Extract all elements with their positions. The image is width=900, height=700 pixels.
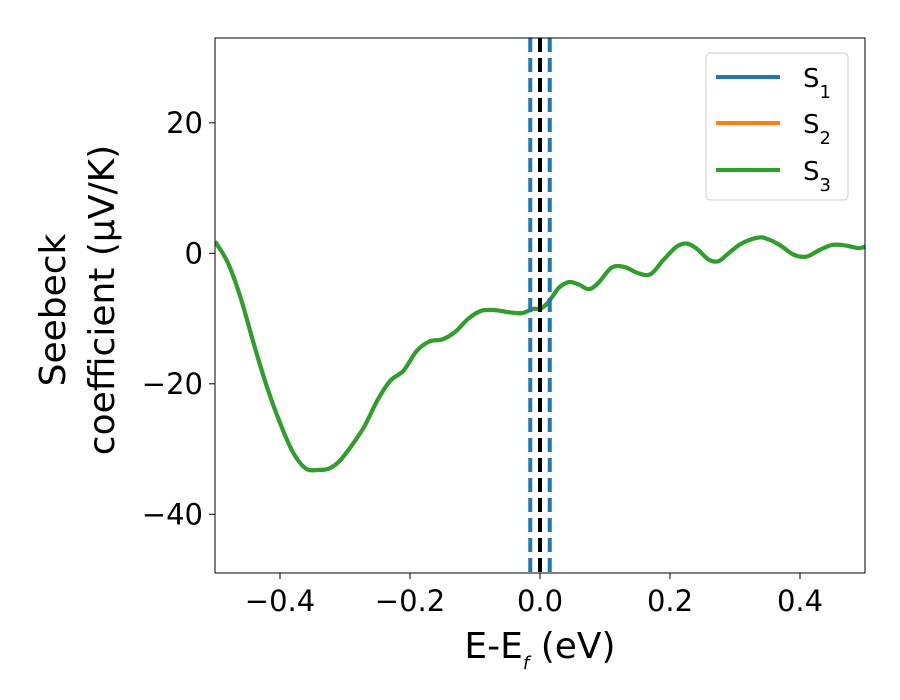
y-tick-label: −20 — [142, 367, 203, 401]
x-tick-label: −0.4 — [245, 584, 315, 618]
y-tick-label: 20 — [166, 106, 203, 140]
series-line-s3 — [215, 235, 865, 473]
legend-label-s2-main: S — [803, 110, 820, 140]
legend-label-s1-main: S — [803, 64, 820, 94]
legend-label-s3-main: S — [803, 157, 820, 187]
series-layer — [215, 235, 865, 473]
x-tick-label: 0.4 — [777, 584, 823, 618]
legend-label-s3: S3 — [803, 157, 831, 196]
y-axis-title-line2: coefficient (μV/K) — [82, 145, 123, 455]
y-axis-title: Seebeck coefficient (μV/K) — [33, 145, 123, 455]
x-axis-ticks: −0.4 −0.2 0.0 0.2 0.4 — [245, 573, 823, 618]
x-axis-title-main: E-E — [464, 626, 522, 667]
legend-label-s2-sub: 2 — [820, 128, 831, 149]
x-axis-title-subscript: f — [523, 653, 532, 674]
legend-box — [705, 52, 849, 201]
x-tick-label: −0.2 — [375, 584, 445, 618]
legend-label-s1-sub: 1 — [820, 82, 831, 103]
y-axis-title-line1: Seebeck — [33, 233, 74, 386]
x-tick-label: 0.0 — [517, 584, 563, 618]
x-tick-label: 0.2 — [647, 584, 693, 618]
legend-label-s3-sub: 3 — [820, 175, 831, 196]
y-tick-label: −40 — [142, 497, 203, 531]
x-axis-title: E-Ef (eV) — [464, 626, 615, 674]
y-tick-label: 0 — [185, 236, 203, 270]
legend-label-s2: S2 — [803, 110, 831, 149]
x-axis-title-suffix: (eV) — [529, 626, 615, 667]
y-axis-ticks: −40 −20 0 20 — [142, 106, 215, 531]
legend: S1 S2 S3 — [705, 52, 849, 201]
legend-label-s1: S1 — [803, 64, 831, 103]
reference-lines — [528, 38, 552, 573]
